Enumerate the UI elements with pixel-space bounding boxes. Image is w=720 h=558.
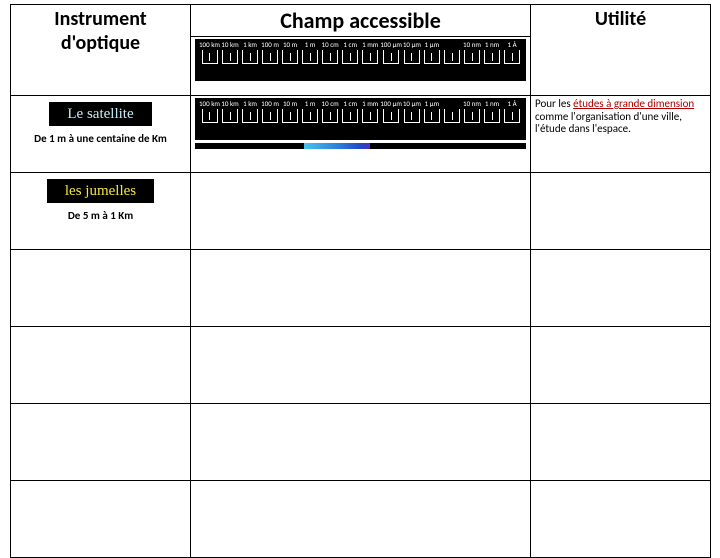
table-row bbox=[11, 327, 711, 404]
cell-utilite bbox=[531, 481, 711, 558]
scale-tick: 1 µm bbox=[422, 100, 442, 123]
scale-tick: 10 cm bbox=[320, 100, 340, 123]
scale-tick: 10 km bbox=[220, 41, 240, 64]
scale-tick: 1 cm bbox=[340, 100, 360, 123]
cell-utilite bbox=[531, 404, 711, 481]
scale-tick: 1 nm bbox=[482, 41, 502, 64]
table-row bbox=[11, 481, 711, 558]
cell-champ bbox=[191, 481, 531, 558]
cell-instrument bbox=[11, 327, 191, 404]
header-champ-cell: Champ accessible bbox=[191, 5, 531, 37]
scale-tick: 10 µm bbox=[402, 100, 422, 123]
scale-tick: 1 Å bbox=[502, 100, 522, 123]
cell-champ bbox=[191, 250, 531, 327]
cell-champ bbox=[191, 404, 531, 481]
scale-tick: 1 mm bbox=[360, 41, 380, 64]
spectrum-strip bbox=[195, 143, 526, 149]
cell-instrument: Le satellite De 1 m à une centaine de Km bbox=[11, 96, 191, 173]
scale-tick: 10 m bbox=[280, 41, 300, 64]
scale-tick: 1 Å bbox=[502, 41, 522, 64]
scale-bar-header: 100 km10 km1 km100 m10 m1 m10 cm1 cm1 mm… bbox=[195, 39, 526, 81]
utility-highlight: études à grande dimension bbox=[573, 97, 694, 110]
header-scale-cell: 100 km10 km1 km100 m10 m1 m10 cm1 cm1 mm… bbox=[191, 37, 531, 96]
cell-instrument: les jumelles De 5 m à 1 Km bbox=[11, 173, 191, 250]
scale-tick: 1 µm bbox=[422, 41, 442, 64]
table-row: Le satellite De 1 m à une centaine de Km 1… bbox=[11, 96, 711, 173]
header-scale: 100 km10 km1 km100 m10 m1 m10 cm1 cm1 mm… bbox=[195, 39, 526, 81]
scale-tick: 10 nm bbox=[462, 100, 482, 123]
cell-champ bbox=[191, 173, 531, 250]
table-body: Le satellite De 1 m à une centaine de Km 1… bbox=[11, 96, 711, 558]
scale-tick: 10 m bbox=[280, 100, 300, 123]
cell-instrument bbox=[11, 404, 191, 481]
header-champ: Champ accessible bbox=[195, 7, 526, 34]
scale-tick: 10 µm bbox=[402, 41, 422, 64]
scale-tick: 1 km bbox=[240, 41, 260, 64]
cell-champ bbox=[191, 327, 531, 404]
header-utilite-cell: Utilité bbox=[531, 5, 711, 96]
scale-tick: 100 µm bbox=[380, 100, 402, 123]
instrument-chip: Le satellite bbox=[49, 102, 151, 126]
scale-tick: 100 km bbox=[199, 41, 220, 64]
cell-instrument bbox=[11, 250, 191, 327]
scale-bar: 100 km10 km1 km100 m10 m1 m10 cm1 cm1 mm… bbox=[195, 98, 526, 140]
scale-tick: · bbox=[442, 100, 462, 123]
header-instrument-cell: Instrument d'optique bbox=[11, 5, 191, 96]
scale-tick: 10 cm bbox=[320, 41, 340, 64]
scale-tick: 1 mm bbox=[360, 100, 380, 123]
scale-tick: 100 km bbox=[199, 100, 220, 123]
scale-wrap: 100 km10 km1 km100 m10 m1 m10 cm1 cm1 mm… bbox=[195, 98, 526, 149]
instrument-range: De 5 m à 1 Km bbox=[15, 209, 186, 222]
instrument-chip: les jumelles bbox=[47, 179, 154, 203]
scale-tick: 100 m bbox=[260, 41, 280, 64]
cell-utilite bbox=[531, 327, 711, 404]
scale-tick: 1 m bbox=[300, 100, 320, 123]
scale-tick: 100 m bbox=[260, 100, 280, 123]
scale-tick: 1 nm bbox=[482, 100, 502, 123]
scale-tick: 10 nm bbox=[462, 41, 482, 64]
cell-champ: 100 km10 km1 km100 m10 m1 m10 cm1 cm1 mm… bbox=[191, 96, 531, 173]
table-row: les jumelles De 5 m à 1 Km bbox=[11, 173, 711, 250]
optics-table: Instrument d'optique Champ accessible Ut… bbox=[10, 4, 711, 558]
cell-utilite: Pour les études à grande dimension comme… bbox=[531, 96, 711, 173]
scale-tick: 1 cm bbox=[340, 41, 360, 64]
cell-utilite bbox=[531, 173, 711, 250]
scale-tick: · bbox=[442, 41, 462, 64]
table-row bbox=[11, 404, 711, 481]
utility-text: Pour les études à grande dimension comme… bbox=[535, 98, 706, 136]
instrument-range: De 1 m à une centaine de Km bbox=[15, 132, 186, 145]
scale-tick: 10 km bbox=[220, 100, 240, 123]
cell-utilite bbox=[531, 250, 711, 327]
header-utilite: Utilité bbox=[535, 7, 706, 31]
scale-tick: 1 km bbox=[240, 100, 260, 123]
scale-tick: 1 m bbox=[300, 41, 320, 64]
cell-instrument bbox=[11, 481, 191, 558]
header-instrument: Instrument d'optique bbox=[15, 7, 186, 55]
table-row bbox=[11, 250, 711, 327]
scale-tick: 100 µm bbox=[380, 41, 402, 64]
